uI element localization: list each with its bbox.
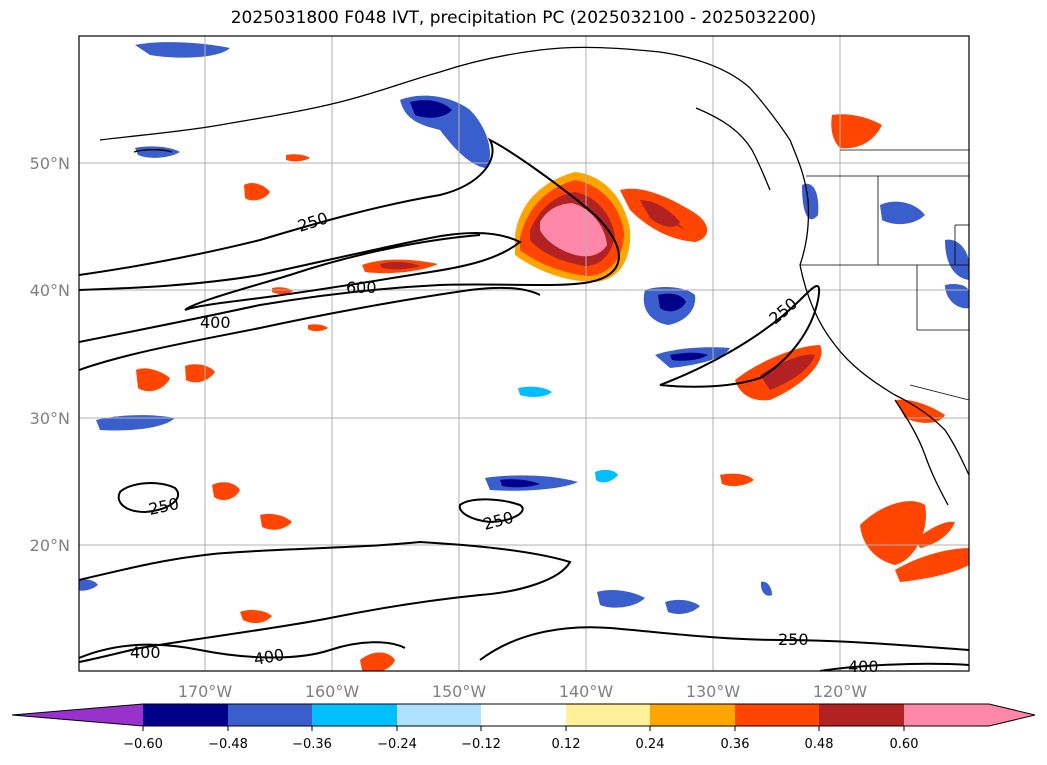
colorbar-segment bbox=[312, 704, 397, 726]
colorbar-tick-label: 0.60 bbox=[890, 737, 919, 752]
lat-label-20n: 20°N bbox=[30, 536, 70, 555]
precipitation-shading bbox=[79, 42, 969, 671]
ivt-contours bbox=[79, 137, 969, 671]
lon-label-160w: 160°W bbox=[305, 682, 360, 701]
longitude-labels: 170°W 160°W 150°W 140°W 130°W 120°W bbox=[178, 682, 868, 701]
lon-label-130w: 130°W bbox=[686, 682, 741, 701]
contour-label: 400 bbox=[848, 657, 879, 676]
colorbar-tick-label: 0.24 bbox=[636, 737, 665, 752]
colorbar-tick-label: −0.60 bbox=[123, 737, 163, 752]
map-frame bbox=[78, 35, 970, 672]
colorbar: −0.60 −0.48 −0.36 −0.24 −0.12 0.12 0.24 … bbox=[11, 703, 1036, 752]
colorbar-tick-label: −0.24 bbox=[377, 737, 417, 752]
political-borders bbox=[800, 149, 969, 401]
colorbar-segment bbox=[904, 704, 989, 726]
contour-label: 400 bbox=[200, 313, 231, 332]
latitude-labels: 50°N 40°N 30°N 20°N bbox=[30, 154, 70, 555]
contour-label: 600 bbox=[346, 278, 377, 297]
colorbar-segment bbox=[650, 704, 735, 726]
colorbar-extend-low bbox=[12, 704, 143, 726]
colorbar-tick-label: −0.36 bbox=[292, 737, 332, 752]
colorbar-segment bbox=[228, 704, 312, 726]
coastlines bbox=[99, 46, 969, 506]
lon-label-140w: 140°W bbox=[559, 682, 614, 701]
lon-label-170w: 170°W bbox=[178, 682, 233, 701]
lat-label-50n: 50°N bbox=[30, 154, 70, 173]
colorbar-segment bbox=[819, 704, 904, 726]
colorbar-extend-high bbox=[989, 704, 1035, 726]
map-title: 2025031800 F048 IVT, precipitation PC (2… bbox=[230, 8, 817, 28]
colorbar-segment bbox=[397, 704, 481, 726]
colorbar-tick-label: 0.36 bbox=[721, 737, 750, 752]
colorbar-tick-label: 0.12 bbox=[552, 737, 581, 752]
colorbar-segment bbox=[481, 704, 566, 726]
lat-label-30n: 30°N bbox=[30, 409, 70, 428]
lat-label-40n: 40°N bbox=[30, 281, 70, 300]
colorbar-segment bbox=[143, 704, 228, 726]
colorbar-tick-label: 0.48 bbox=[805, 737, 834, 752]
contour-label: 400 bbox=[130, 643, 161, 662]
lon-label-150w: 150°W bbox=[432, 682, 487, 701]
colorbar-tick-label: −0.12 bbox=[461, 737, 501, 752]
colorbar-segment bbox=[735, 704, 819, 726]
colorbar-segment bbox=[566, 704, 650, 726]
lon-label-120w: 120°W bbox=[813, 682, 868, 701]
contour-label: 250 bbox=[778, 630, 809, 649]
colorbar-tick-label: −0.48 bbox=[208, 737, 248, 752]
